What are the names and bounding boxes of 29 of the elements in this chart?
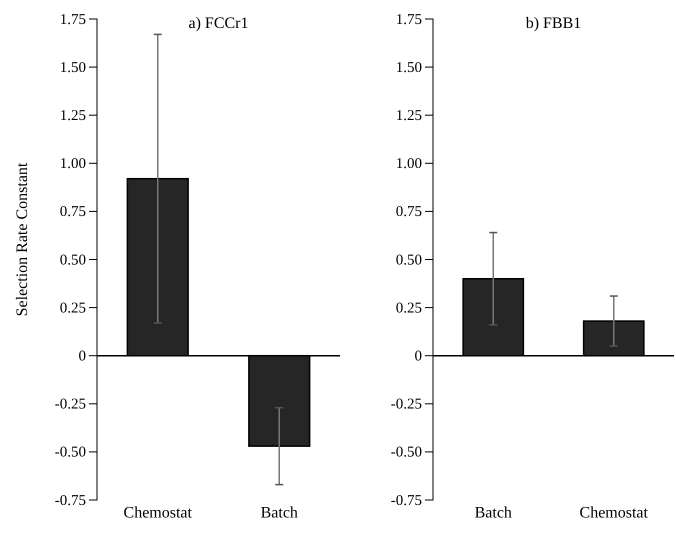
y-tick-label: 0.25: [396, 300, 422, 316]
y-tick-label: 1.50: [60, 60, 86, 76]
y-tick-label: 1.50: [396, 60, 422, 76]
y-tick-label: 0.50: [396, 252, 422, 268]
chart-title: a) FCCr1: [188, 15, 248, 32]
x-tick-label: Chemostat: [124, 504, 193, 522]
y-tick-label: -0.25: [54, 396, 86, 413]
y-tick-label: -0.50: [54, 444, 86, 461]
y-tick-label: -0.75: [390, 492, 422, 509]
y-tick-label: -0.75: [54, 492, 86, 509]
y-tick-label: 0.25: [60, 300, 86, 316]
y-tick-label: 0: [414, 348, 422, 364]
x-tick-label: Chemostat: [580, 504, 649, 522]
y-tick-label: -0.25: [390, 396, 422, 413]
chart-title: b) FBB1: [526, 15, 582, 32]
y-tick-label: 1.00: [396, 156, 422, 172]
y-tick-label: 0.75: [396, 204, 422, 220]
y-tick-label: 1.25: [60, 108, 86, 124]
x-tick-label: Batch: [474, 504, 512, 522]
y-tick-label: 1.00: [60, 156, 86, 172]
y-axis-title: Selection Rate Constant: [14, 162, 31, 316]
y-tick-label: 0.50: [60, 252, 86, 268]
y-tick-label: 1.25: [396, 108, 422, 124]
y-tick-label: 0: [78, 348, 86, 364]
y-tick-label: -0.50: [390, 444, 422, 461]
y-tick-label: 0.75: [60, 204, 86, 220]
y-tick-label: 1.75: [60, 12, 86, 28]
y-tick-label: 1.75: [396, 12, 422, 28]
x-tick-label: Batch: [260, 504, 298, 522]
